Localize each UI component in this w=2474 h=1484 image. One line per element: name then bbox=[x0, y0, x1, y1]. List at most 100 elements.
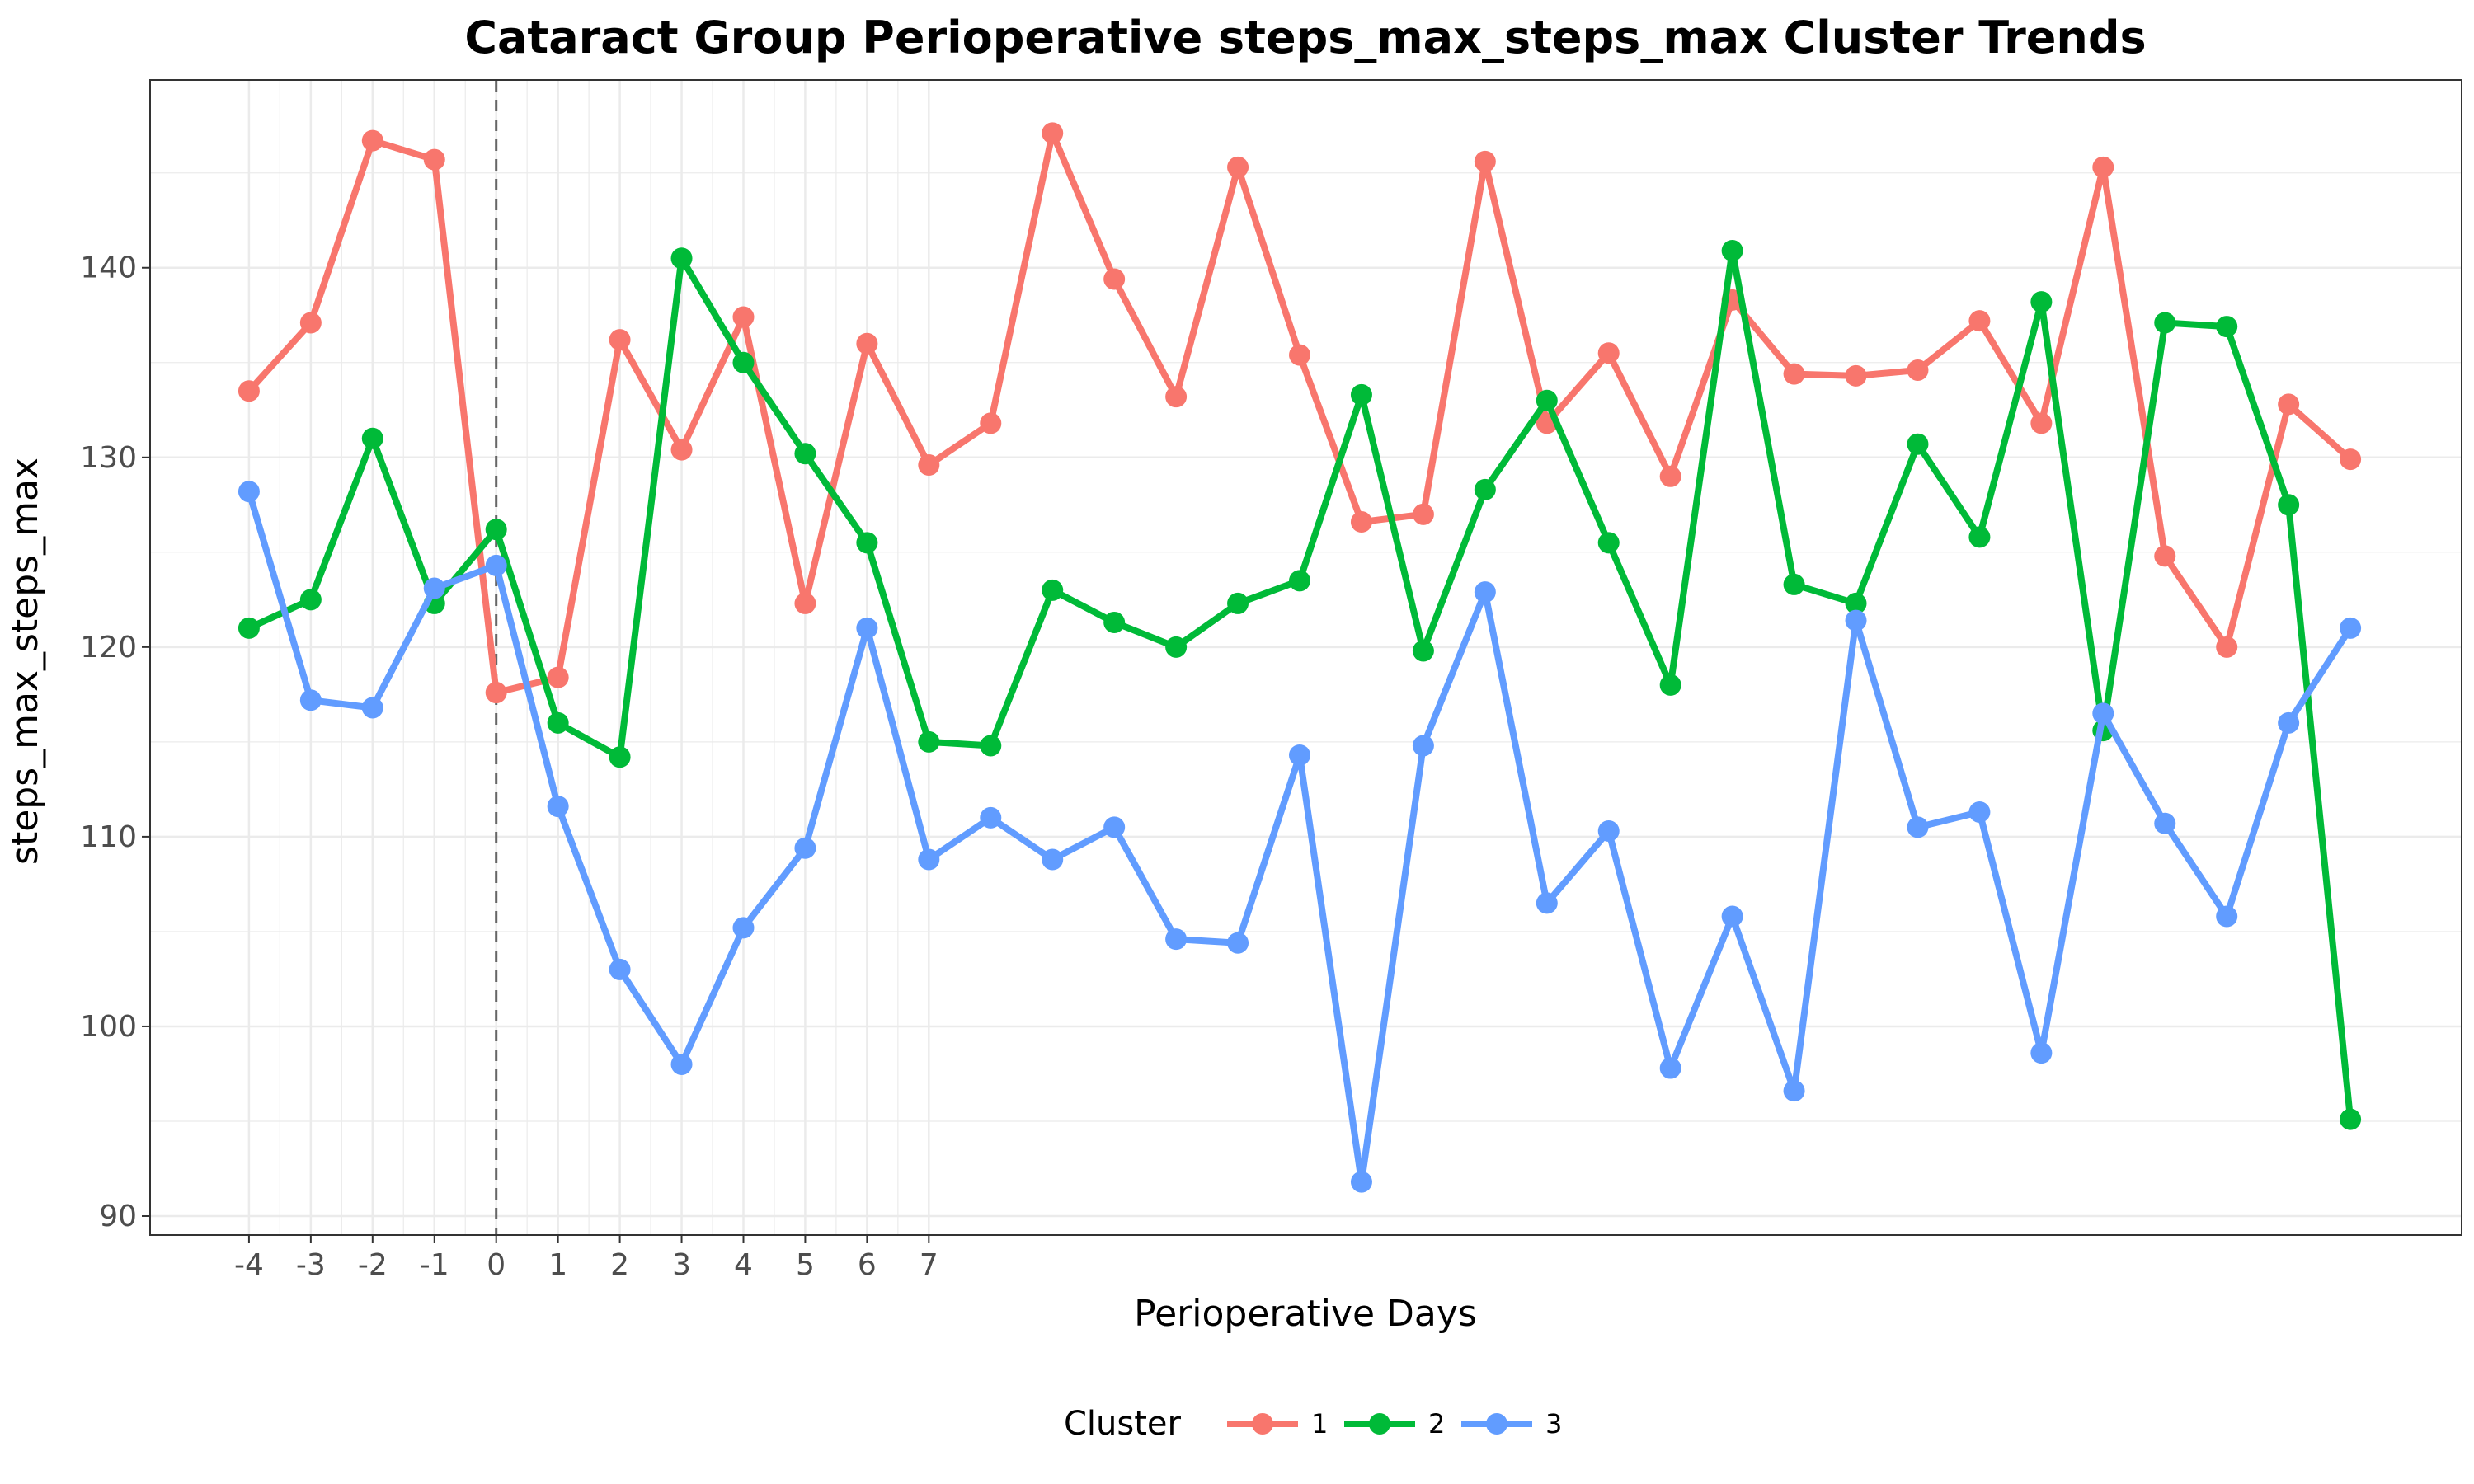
data-point-series-3 bbox=[1227, 932, 1249, 954]
data-point-series-2 bbox=[670, 247, 693, 270]
data-point-series-1 bbox=[2030, 412, 2053, 434]
data-point-series-2 bbox=[732, 351, 755, 373]
data-point-series-1 bbox=[1412, 503, 1434, 525]
data-point-series-2 bbox=[547, 711, 569, 734]
data-point-series-2 bbox=[794, 443, 816, 465]
x-tick-label: -4 bbox=[234, 1248, 264, 1282]
y-tick-label: 90 bbox=[99, 1200, 137, 1233]
data-point-series-1 bbox=[2216, 636, 2238, 658]
data-point-series-1 bbox=[361, 129, 383, 152]
data-point-series-1 bbox=[1227, 156, 1249, 178]
data-point-series-3 bbox=[485, 554, 507, 576]
data-point-series-3 bbox=[1968, 801, 1991, 823]
data-point-series-1 bbox=[2278, 393, 2300, 416]
data-point-series-3 bbox=[1350, 1171, 1372, 1193]
data-point-series-3 bbox=[1845, 609, 1867, 632]
data-point-series-2 bbox=[1845, 592, 1867, 614]
data-point-series-3 bbox=[547, 796, 569, 818]
y-tick-label: 120 bbox=[80, 631, 137, 665]
data-point-series-2 bbox=[609, 746, 631, 768]
data-point-series-1 bbox=[2092, 156, 2114, 178]
data-point-series-2 bbox=[1042, 579, 1064, 601]
data-point-series-2 bbox=[361, 427, 383, 449]
data-point-series-1 bbox=[238, 380, 260, 402]
x-tick-label: 4 bbox=[734, 1248, 753, 1282]
data-point-series-3 bbox=[670, 1053, 693, 1075]
legend-key-point bbox=[1486, 1413, 1507, 1435]
data-point-series-3 bbox=[2278, 711, 2300, 734]
legend-label: 2 bbox=[1428, 1408, 1445, 1439]
data-point-series-2 bbox=[1227, 592, 1249, 614]
data-point-series-2 bbox=[485, 519, 507, 541]
data-point-series-2 bbox=[238, 617, 260, 639]
data-point-series-1 bbox=[609, 329, 631, 351]
legend-key-point bbox=[1252, 1413, 1273, 1435]
y-axis: 90 100 110 120 130 140 bbox=[80, 251, 150, 1233]
x-tick-label: -1 bbox=[420, 1248, 449, 1282]
series-2 bbox=[238, 240, 2362, 1130]
data-point-series-1 bbox=[980, 412, 1002, 434]
legend-item-3: 3 bbox=[1461, 1408, 1562, 1439]
legend-label: 3 bbox=[1545, 1408, 1562, 1439]
legend-item-1: 1 bbox=[1227, 1408, 1328, 1439]
chart-title: Cataract Group Perioperative steps_max_s… bbox=[464, 12, 2146, 63]
data-point-series-2 bbox=[1783, 573, 1805, 595]
data-point-series-1 bbox=[1165, 386, 1188, 408]
y-tick-label: 130 bbox=[80, 441, 137, 475]
data-point-series-1 bbox=[485, 682, 507, 704]
x-axis: -4 -3 -2 -1 0 1 2 3 4 5 6 7 bbox=[234, 1235, 938, 1282]
data-point-series-1 bbox=[423, 148, 445, 171]
x-tick-label: 6 bbox=[858, 1248, 877, 1282]
data-point-series-2 bbox=[1289, 570, 1311, 592]
data-point-series-1 bbox=[1103, 268, 1126, 290]
data-point-series-3 bbox=[856, 617, 878, 639]
data-point-series-3 bbox=[2030, 1042, 2053, 1064]
data-point-series-2 bbox=[1907, 433, 1929, 455]
x-tick-label: 7 bbox=[920, 1248, 938, 1282]
data-point-series-3 bbox=[980, 806, 1002, 829]
series-group bbox=[238, 122, 2362, 1193]
data-point-series-1 bbox=[1042, 122, 1064, 144]
data-point-series-2 bbox=[2278, 494, 2300, 516]
data-point-series-1 bbox=[2340, 448, 2362, 471]
data-point-series-1 bbox=[794, 592, 816, 614]
data-point-series-1 bbox=[2154, 545, 2176, 567]
data-point-series-3 bbox=[732, 917, 755, 939]
data-point-series-3 bbox=[2092, 702, 2114, 725]
series-3 bbox=[238, 481, 2362, 1193]
x-tick-label: 2 bbox=[610, 1248, 629, 1282]
data-point-series-3 bbox=[1721, 905, 1743, 928]
data-point-series-1 bbox=[856, 332, 878, 355]
data-point-series-1 bbox=[670, 439, 693, 461]
legend-item-2: 2 bbox=[1344, 1408, 1445, 1439]
data-point-series-1 bbox=[1350, 511, 1372, 533]
data-point-series-2 bbox=[299, 589, 322, 611]
data-point-series-2 bbox=[856, 532, 878, 554]
data-point-series-3 bbox=[1165, 928, 1188, 951]
data-point-series-3 bbox=[361, 697, 383, 719]
data-point-series-2 bbox=[1350, 383, 1372, 406]
data-point-series-2 bbox=[1103, 611, 1126, 633]
data-point-series-3 bbox=[918, 848, 940, 871]
data-point-series-2 bbox=[2154, 312, 2176, 334]
data-point-series-3 bbox=[2216, 905, 2238, 928]
data-point-series-1 bbox=[1474, 150, 1496, 172]
data-point-series-1 bbox=[299, 312, 322, 334]
data-point-series-2 bbox=[2216, 316, 2238, 338]
data-point-series-3 bbox=[1103, 816, 1126, 838]
data-point-series-3 bbox=[1474, 581, 1496, 603]
data-point-series-2 bbox=[980, 735, 1002, 757]
data-point-series-1 bbox=[1289, 344, 1311, 366]
data-point-series-3 bbox=[2154, 812, 2176, 834]
series-1 bbox=[238, 122, 2362, 704]
x-tick-label: -3 bbox=[296, 1248, 326, 1282]
data-point-series-2 bbox=[1165, 636, 1188, 658]
x-tick-label: 0 bbox=[487, 1248, 506, 1282]
data-point-series-2 bbox=[1536, 389, 1558, 411]
data-point-series-1 bbox=[1597, 342, 1620, 364]
x-tick-label: 3 bbox=[672, 1248, 691, 1282]
data-point-series-2 bbox=[1597, 532, 1620, 554]
legend: Cluster 1 2 3 bbox=[1064, 1405, 1562, 1443]
data-point-series-2 bbox=[1412, 640, 1434, 662]
